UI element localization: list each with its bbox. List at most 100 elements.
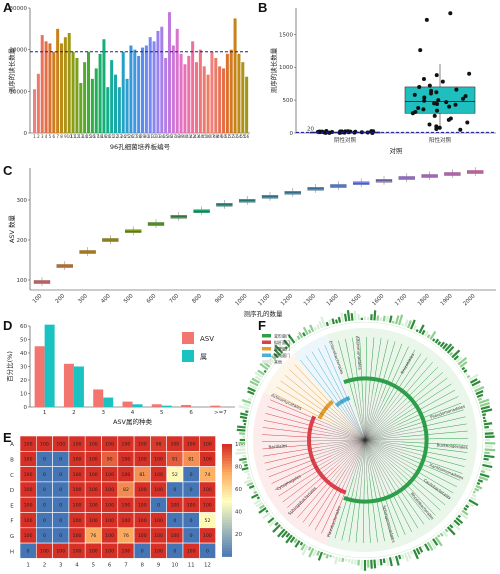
outer-ring-bar: [453, 355, 460, 361]
x-tick-label: 12: [74, 134, 80, 139]
outer-ring-bar: [243, 469, 250, 474]
tree-stem: [329, 407, 366, 441]
outer-ring-bar: [446, 345, 455, 354]
outer-ring-bar: [247, 390, 255, 396]
tree-branch: [314, 485, 340, 531]
tree-branch: [263, 420, 310, 430]
tree-branch: [287, 467, 334, 508]
bar: [241, 62, 245, 133]
data-point: [421, 77, 426, 82]
x-tick-label: 1400: [326, 293, 340, 307]
outer-ring-bar: [296, 335, 301, 340]
outer-ring-bar: [432, 338, 436, 342]
cell-value: 100: [24, 487, 33, 493]
cell-value: 74: [205, 472, 211, 478]
outer-ring-bar: [468, 499, 479, 507]
x-tick-label: 47: [209, 134, 215, 139]
colorbar-segment: [222, 494, 232, 498]
tree-stem: [354, 388, 366, 441]
colorbar-segment: [222, 469, 232, 473]
outer-ring-bar: [388, 315, 393, 323]
tree-stem: [310, 439, 366, 442]
outer-ring-bar: [478, 398, 490, 404]
outer-ring-bar: [409, 319, 416, 330]
cell-value: 100: [89, 502, 98, 508]
outer-ring-bar: [457, 514, 461, 519]
bar: [36, 73, 40, 133]
tree-branch: [404, 444, 468, 453]
cell-value: 100: [24, 441, 33, 447]
outer-ring-bar: [262, 512, 271, 520]
col-label: 7: [124, 562, 128, 568]
clade-arc-firmicutes: [317, 399, 334, 420]
data-point: [429, 91, 434, 96]
tree-stem: [341, 384, 366, 441]
col-label: 2: [43, 562, 47, 568]
x-tick-label: 4: [45, 134, 48, 139]
row-label: C: [10, 473, 14, 479]
cell-value: 0: [43, 518, 46, 524]
outer-ring-bar: [263, 369, 267, 373]
colorbar-segment: [222, 500, 232, 504]
tree-branch: [262, 427, 330, 436]
x-tick-label: 55: [240, 134, 246, 139]
x-tick-label: 1100: [257, 293, 271, 307]
cell-value: 100: [73, 457, 82, 463]
x-tick-label: 1000: [234, 293, 248, 307]
cell-value: 100: [122, 457, 131, 463]
outer-ring-bar: [457, 357, 468, 366]
outer-ring-bar: [328, 319, 332, 326]
x-tick-label: 27: [132, 134, 138, 139]
clade-arc-proteobacteria: [343, 376, 429, 504]
cell-value: 0: [43, 502, 46, 508]
tree-stem: [356, 406, 366, 441]
cell-value: 100: [73, 548, 82, 554]
outer-ring-bar: [236, 428, 246, 432]
outer-ring-bar: [259, 504, 265, 510]
cell-value: 100: [154, 487, 163, 493]
tree-branch: [341, 488, 355, 541]
panel-letter-b: B: [258, 0, 267, 15]
outer-ring-bar: [482, 463, 493, 469]
tree-stem: [343, 439, 366, 486]
colorbar-segment: [222, 491, 232, 496]
cell-value: 100: [73, 518, 82, 524]
outer-ring-bar: [325, 553, 329, 559]
tree-branch: [382, 346, 409, 403]
tree-branch: [278, 461, 333, 497]
outer-ring-bar: [418, 324, 425, 334]
tree-branch: [400, 483, 431, 521]
bar: [202, 66, 206, 133]
cell-value: 52: [205, 518, 211, 524]
tree-branch: [367, 485, 371, 543]
tree-stem: [364, 404, 366, 441]
outer-ring-bar: [388, 557, 393, 567]
bar: [141, 47, 145, 134]
data-point: [461, 96, 466, 101]
outer-ring-bar: [298, 331, 304, 339]
outer-ring-bar: [479, 473, 490, 478]
outer-ring-bar: [437, 534, 441, 538]
bar: [156, 30, 160, 134]
cell-value: 100: [56, 441, 65, 447]
clade-label: Burkholderiales: [436, 442, 468, 450]
outer-ring-bar: [259, 362, 269, 371]
cell-value: 0: [190, 533, 193, 539]
tree-branch: [284, 374, 326, 408]
outer-ring-bar: [320, 316, 326, 328]
data-point: [465, 120, 470, 125]
tree-stem: [345, 439, 366, 470]
tree-stem: [331, 439, 366, 456]
tree-stem: [364, 439, 396, 474]
outer-ring-bar: [404, 319, 409, 328]
data-point: [458, 127, 463, 132]
x-tick-label: 54: [236, 134, 242, 139]
colorbar-segment: [222, 508, 232, 512]
x-tick-label: 1600: [371, 293, 385, 307]
tree-stem: [317, 411, 366, 441]
bar: [48, 43, 52, 133]
tree-stem: [346, 404, 366, 441]
tree-branch: [404, 389, 456, 419]
cell-value: 76: [90, 533, 96, 539]
colorbar-segment: [222, 536, 232, 541]
